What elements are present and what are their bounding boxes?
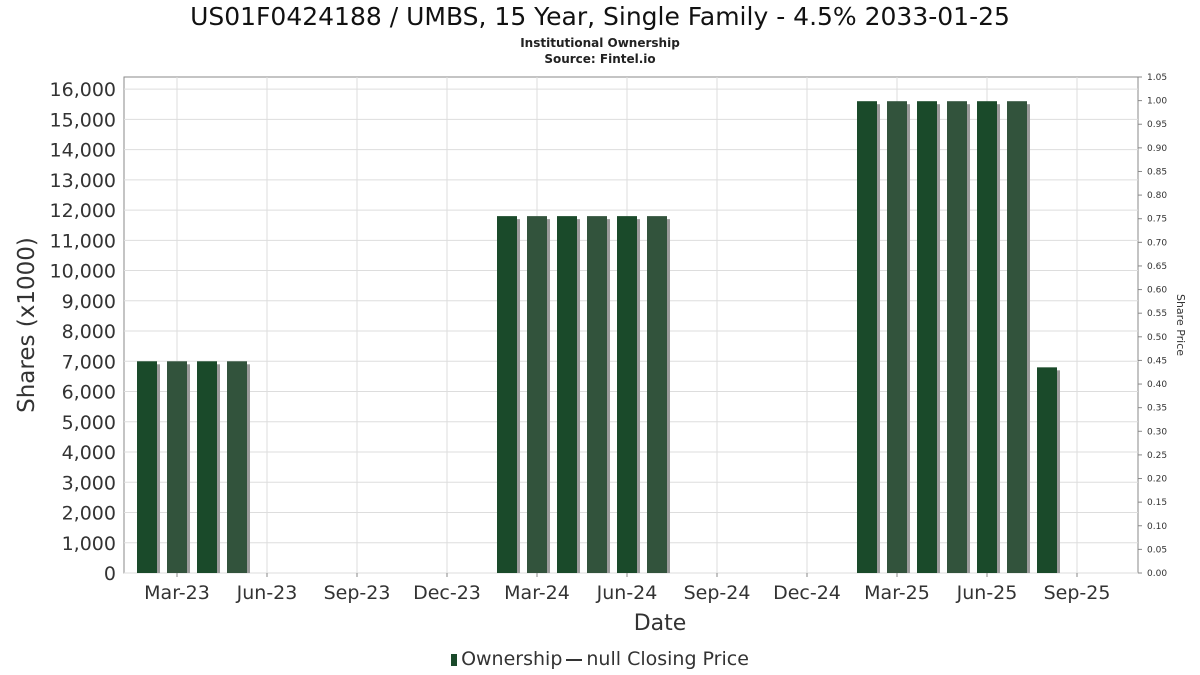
y-tick-label: 3,000: [62, 472, 116, 494]
x-tick-label: Sep-23: [324, 582, 391, 604]
x-tick-label: Sep-25: [1044, 582, 1111, 604]
y-tick-label: 6,000: [62, 382, 116, 404]
y2-tick-label: 0.00: [1147, 569, 1167, 579]
y-tick-label: 11,000: [50, 230, 116, 252]
ownership-bar: [887, 101, 907, 573]
y-tick-label: 14,000: [50, 140, 116, 162]
y2-tick-label: 0.75: [1147, 215, 1167, 225]
y2-tick-label: 1.00: [1147, 97, 1167, 107]
price-legend-swatch: [566, 658, 583, 661]
chart-legend: Ownership null Closing Price: [0, 648, 1200, 670]
x-tick-label: Jun-24: [596, 582, 658, 604]
y-tick-label: 7,000: [62, 351, 116, 373]
x-tick-label: Dec-24: [773, 582, 841, 604]
y2-tick-label: 0.50: [1147, 333, 1167, 343]
y2-tick-label: 0.55: [1147, 309, 1167, 319]
x-tick-label: Mar-23: [144, 582, 210, 604]
y2-tick-label: 0.05: [1147, 545, 1167, 555]
ownership-bar: [1007, 101, 1027, 573]
y-tick-label: 1,000: [62, 533, 116, 555]
y-tick-label: 8,000: [62, 321, 116, 343]
chart-source: Source: Fintel.io: [544, 52, 656, 66]
y2-tick-label: 0.95: [1147, 120, 1167, 130]
y2-tick-label: 0.85: [1147, 167, 1167, 177]
ownership-bar: [1037, 367, 1057, 573]
ownership-bar: [647, 216, 667, 573]
y-tick-label: 15,000: [50, 109, 116, 131]
y2-tick-label: 0.40: [1147, 380, 1167, 390]
ownership-bar: [917, 101, 937, 573]
y2-tick-label: 0.65: [1147, 262, 1167, 272]
x-tick-label: Mar-25: [864, 582, 930, 604]
ownership-bar: [227, 361, 247, 573]
y2-tick-label: 1.05: [1147, 73, 1167, 83]
x-tick-label: Jun-23: [236, 582, 298, 604]
y-tick-label: 12,000: [50, 200, 116, 222]
x-tick-label: Mar-24: [504, 582, 570, 604]
y2-tick-label: 0.90: [1147, 144, 1167, 154]
y-tick-label: 9,000: [62, 291, 116, 313]
x-axis-title: Date: [634, 611, 687, 636]
y2-axis-title: Share Price: [1174, 294, 1187, 356]
ownership-bar: [167, 361, 187, 573]
x-tick-label: Dec-23: [413, 582, 481, 604]
ownership-bar: [587, 216, 607, 573]
y2-tick-label: 0.70: [1147, 238, 1167, 248]
chart-title: US01F0424188 / UMBS, 15 Year, Single Fam…: [190, 2, 1010, 31]
x-tick-label: Jun-25: [956, 582, 1018, 604]
y2-tick-label: 0.80: [1147, 191, 1167, 201]
ownership-bar: [197, 361, 217, 573]
y2-tick-label: 0.20: [1147, 475, 1167, 485]
ownership-legend-label: Ownership: [461, 648, 563, 670]
y2-tick-label: 0.30: [1147, 427, 1167, 437]
y-axis-title: Shares (x1000): [14, 237, 40, 413]
y-tick-label: 2,000: [62, 503, 116, 525]
y2-tick-label: 0.60: [1147, 286, 1167, 296]
y2-tick-label: 0.25: [1147, 451, 1167, 461]
ownership-bar: [557, 216, 577, 573]
ownership-bar: [497, 216, 517, 573]
y2-tick-label: 0.35: [1147, 404, 1167, 414]
y-tick-label: 0: [104, 563, 116, 585]
ownership-legend-swatch: [451, 653, 458, 666]
price-legend-label: null Closing Price: [586, 648, 749, 670]
chart-subtitle: Institutional Ownership: [520, 36, 680, 50]
ownership-bar: [137, 361, 157, 573]
y-tick-label: 10,000: [50, 261, 116, 283]
ownership-bar: [857, 101, 877, 573]
ownership-bar: [527, 216, 547, 573]
ownership-bar: [617, 216, 637, 573]
y-tick-label: 16,000: [50, 79, 116, 101]
y2-tick-label: 0.45: [1147, 356, 1167, 366]
x-tick-label: Sep-24: [684, 582, 751, 604]
y-tick-label: 5,000: [62, 412, 116, 434]
y2-tick-label: 0.15: [1147, 498, 1167, 508]
y2-tick-label: 0.10: [1147, 522, 1167, 532]
ownership-bar: [947, 101, 967, 573]
ownership-bar: [977, 101, 997, 573]
y-tick-label: 4,000: [62, 442, 116, 464]
y-tick-label: 13,000: [50, 170, 116, 192]
